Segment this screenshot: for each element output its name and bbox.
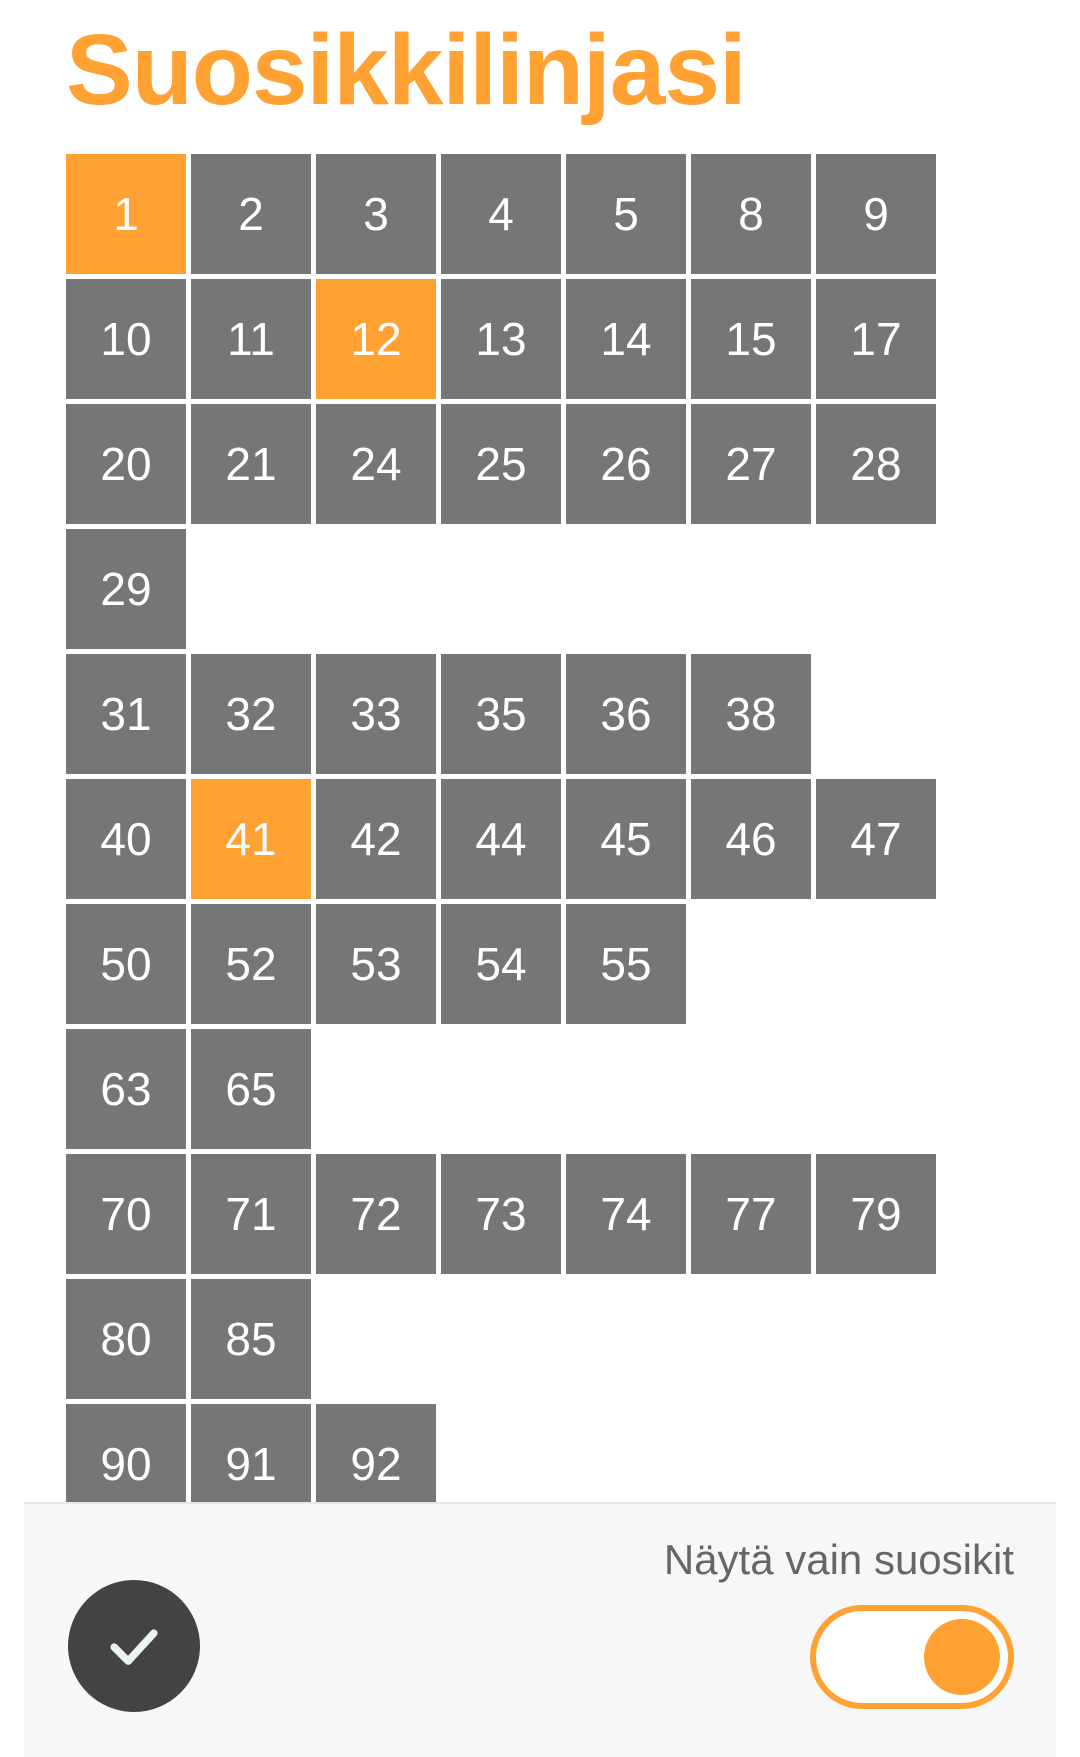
line-tile[interactable]: 3 <box>316 154 436 274</box>
line-tile[interactable]: 8 <box>691 154 811 274</box>
line-row: 29 <box>66 529 191 649</box>
line-tile[interactable]: 36 <box>566 654 686 774</box>
line-row: 90 91 92 <box>66 1404 441 1504</box>
line-tile[interactable]: 41 <box>191 779 311 899</box>
line-tile[interactable]: 29 <box>66 529 186 649</box>
line-tile[interactable]: 72 <box>316 1154 436 1274</box>
line-tile[interactable]: 53 <box>316 904 436 1024</box>
line-tile[interactable]: 80 <box>66 1279 186 1399</box>
line-tile[interactable]: 20 <box>66 404 186 524</box>
line-tile[interactable]: 42 <box>316 779 436 899</box>
show-favorites-only-toggle[interactable] <box>810 1605 1014 1709</box>
line-row: 31 32 33 35 36 38 <box>66 654 816 774</box>
line-row: 80 85 <box>66 1279 316 1399</box>
line-tile[interactable]: 46 <box>691 779 811 899</box>
line-tile[interactable]: 71 <box>191 1154 311 1274</box>
line-tile[interactable]: 31 <box>66 654 186 774</box>
line-tile[interactable]: 55 <box>566 904 686 1024</box>
line-row: 50 52 53 54 55 <box>66 904 691 1024</box>
show-favorites-only-label: Näytä vain suosikit <box>663 1536 1014 1583</box>
line-tile[interactable]: 44 <box>441 779 561 899</box>
toggle-knob <box>924 1619 1000 1695</box>
line-tile[interactable]: 28 <box>816 404 936 524</box>
line-row: 63 65 <box>66 1029 316 1149</box>
line-tile[interactable]: 92 <box>316 1404 436 1504</box>
line-tile[interactable]: 2 <box>191 154 311 274</box>
line-tile[interactable]: 74 <box>566 1154 686 1274</box>
line-tile[interactable]: 63 <box>66 1029 186 1149</box>
confirm-button[interactable] <box>68 1580 200 1712</box>
line-tile[interactable]: 45 <box>566 779 686 899</box>
line-tile[interactable]: 11 <box>191 279 311 399</box>
line-tile[interactable]: 50 <box>66 904 186 1024</box>
line-tile[interactable]: 14 <box>566 279 686 399</box>
line-tile[interactable]: 52 <box>191 904 311 1024</box>
line-tile[interactable]: 70 <box>66 1154 186 1274</box>
line-tile[interactable]: 33 <box>316 654 436 774</box>
line-tile[interactable]: 17 <box>816 279 936 399</box>
line-tile[interactable]: 40 <box>66 779 186 899</box>
line-tile[interactable]: 90 <box>66 1404 186 1504</box>
line-tile[interactable]: 47 <box>816 779 936 899</box>
line-tile[interactable]: 79 <box>816 1154 936 1274</box>
page-title: Suosikkilinjasi <box>66 14 747 126</box>
line-tile[interactable]: 24 <box>316 404 436 524</box>
line-tile[interactable]: 32 <box>191 654 311 774</box>
line-tile[interactable]: 38 <box>691 654 811 774</box>
line-tile[interactable]: 9 <box>816 154 936 274</box>
line-row: 10 11 12 13 14 15 17 <box>66 279 941 399</box>
line-tile[interactable]: 5 <box>566 154 686 274</box>
line-tile[interactable]: 4 <box>441 154 561 274</box>
line-tile[interactable]: 1 <box>66 154 186 274</box>
line-tile[interactable]: 10 <box>66 279 186 399</box>
line-tile[interactable]: 54 <box>441 904 561 1024</box>
line-tile[interactable]: 26 <box>566 404 686 524</box>
bottom-bar: Näytä vain suosikit <box>24 1502 1056 1757</box>
line-tile[interactable]: 12 <box>316 279 436 399</box>
line-tile[interactable]: 91 <box>191 1404 311 1504</box>
line-row: 20 21 24 25 26 27 28 <box>66 404 941 524</box>
line-tile[interactable]: 21 <box>191 404 311 524</box>
line-tile[interactable]: 77 <box>691 1154 811 1274</box>
line-tile[interactable]: 27 <box>691 404 811 524</box>
check-icon <box>110 1629 158 1665</box>
line-tile[interactable]: 65 <box>191 1029 311 1149</box>
line-tile[interactable]: 15 <box>691 279 811 399</box>
line-row: 40 41 42 44 45 46 47 <box>66 779 941 899</box>
line-grid: 1 2 3 4 5 8 9 10 11 12 13 14 15 17 20 21 24 25 26 27 28 29 31 3… <box>66 154 946 1504</box>
line-tile[interactable]: 25 <box>441 404 561 524</box>
line-tile[interactable]: 73 <box>441 1154 561 1274</box>
line-tile[interactable]: 13 <box>441 279 561 399</box>
line-row: 70 71 72 73 74 77 79 <box>66 1154 941 1274</box>
line-tile[interactable]: 85 <box>191 1279 311 1399</box>
line-tile[interactable]: 35 <box>441 654 561 774</box>
